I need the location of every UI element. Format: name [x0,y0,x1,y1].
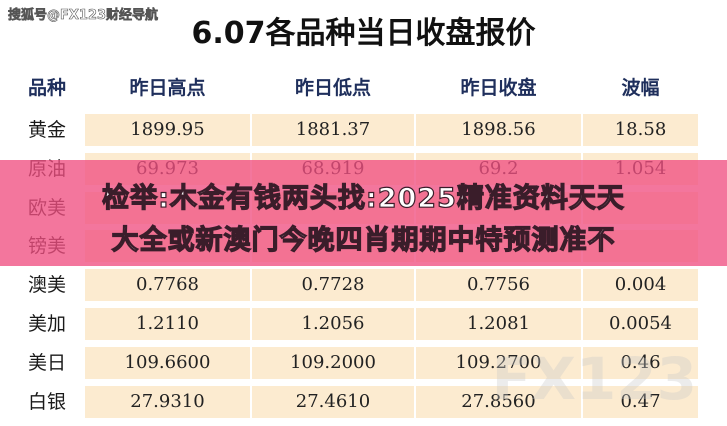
table-cell: 1898.56 [416,114,581,146]
title: 6.07各品种当日收盘报价 [191,16,536,51]
table-cell: 1881.37 [252,114,414,146]
column-header: 昨日高点 [129,77,206,99]
column-header: 昨日收盘 [460,77,537,99]
column-header: 品种 [27,77,66,99]
table-cell: 0.004 [583,269,698,302]
table-cell: 27.8560 [416,385,581,418]
table-cell: 18.58 [583,114,698,146]
row-name: 美加 [27,313,66,335]
table-cell: 109.6600 [85,346,250,379]
table-cell: 1.2081 [416,308,581,340]
corner-mark: FX123 [491,345,697,413]
column-header: 昨日低点 [294,77,371,99]
row-name: 白银 [27,390,66,413]
table-cell: 0.46 [583,346,698,379]
table-cell: 109.2000 [252,346,414,379]
table-cell: 109.2700 [416,346,581,379]
row-name: 澳美 [27,274,66,297]
overlay-band [0,160,727,266]
table-cell: 0.7768 [85,269,250,302]
table-cell: 0.7756 [416,269,581,302]
row-name: 美日 [27,351,66,374]
table-cell: 1899.95 [85,114,250,146]
table-cell: 1.2056 [252,308,414,340]
column-header: 波幅 [621,77,660,99]
overlay-line: 大全或新澳门今晚四肖期期中特预测准不 [111,224,616,256]
table-cell: 0.7728 [252,269,414,302]
table-cell: 0.0054 [583,308,698,340]
table-cell: 1.2110 [85,308,250,340]
table-cell: 27.4610 [252,385,414,418]
table-cell: 0.47 [583,385,698,418]
overlay-line: 检举:木金有钱两头找:2025精准资料天天 [102,182,625,214]
row-name: 黄金 [27,119,66,141]
watermark: 搜狐号@FX123财经导航 [8,8,159,24]
table-cell: 27.9310 [85,385,250,418]
